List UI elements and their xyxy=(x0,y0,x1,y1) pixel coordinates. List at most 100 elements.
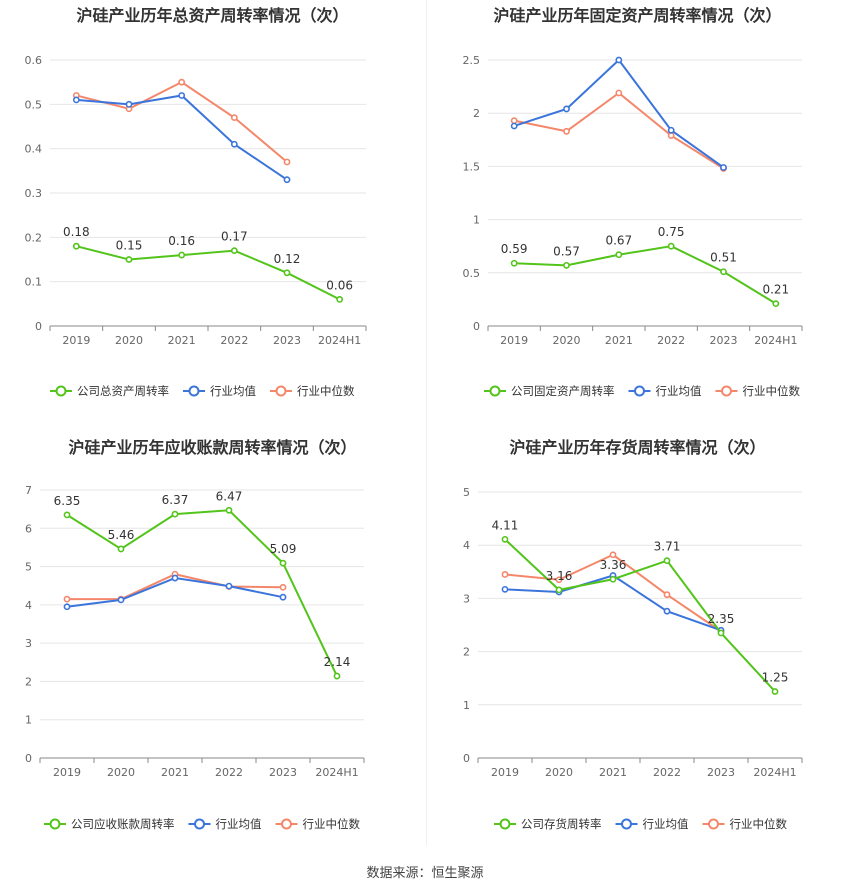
legend-marker-icon xyxy=(499,818,511,830)
legend-label[interactable]: 公司应收账款周转率 xyxy=(71,817,175,831)
y-tick-label: 0.4 xyxy=(25,143,43,156)
data-point xyxy=(279,583,287,591)
y-tick-label: 0 xyxy=(25,752,32,765)
data-point xyxy=(171,510,179,518)
y-tick-label: 0.1 xyxy=(25,276,43,289)
x-tick-label: 2023 xyxy=(273,334,301,347)
data-label: 1.25 xyxy=(762,671,789,685)
data-point xyxy=(510,117,518,125)
legend-label[interactable]: 行业均值 xyxy=(656,384,702,398)
y-tick-label: 1 xyxy=(473,214,480,227)
data-point xyxy=(125,100,133,108)
data-point xyxy=(717,629,725,637)
series-line xyxy=(66,509,338,677)
legend-label[interactable]: 公司固定资产周转率 xyxy=(511,384,615,398)
data-point xyxy=(230,140,238,148)
x-tick-label: 2022 xyxy=(220,334,248,347)
inventory-turnover-panel: 沪硅产业历年存货周转率情况（次） 0 1 2 3 4 5 2019 2020 2021 2022 2… xyxy=(425,432,850,862)
data-source-name: 恒生聚源 xyxy=(431,866,484,881)
legend-label[interactable]: 行业中位数 xyxy=(743,384,801,398)
series-line xyxy=(66,577,284,608)
data-point xyxy=(615,56,623,64)
data-point xyxy=(283,176,291,184)
legend-marker-icon xyxy=(708,818,719,830)
chart-title: 沪硅产业历年固定资产周转率情况（次） xyxy=(493,6,782,25)
data-source-label: 数据来源： xyxy=(366,866,432,881)
data-point xyxy=(563,261,570,269)
legend-marker-icon xyxy=(49,818,61,830)
data-point xyxy=(771,688,779,695)
data-point xyxy=(663,607,671,615)
x-tick-label: 2024H1 xyxy=(754,334,797,347)
x-tick-label: 2024H1 xyxy=(318,334,361,347)
legend-label[interactable]: 行业均值 xyxy=(216,817,262,831)
y-tick-label: 7 xyxy=(25,484,32,497)
legend-label[interactable]: 行业中位数 xyxy=(297,384,355,398)
x-tick-label: 2021 xyxy=(168,334,196,347)
data-label: 0.18 xyxy=(63,225,90,239)
legend-label[interactable]: 行业均值 xyxy=(210,384,256,398)
legend-label[interactable]: 行业中位数 xyxy=(303,817,361,831)
data-label: 0.16 xyxy=(168,234,195,248)
y-tick-label: 1 xyxy=(25,714,32,727)
x-tick-label: 2023 xyxy=(707,766,735,779)
data-point xyxy=(72,96,80,104)
legend-label[interactable]: 公司总资产周转率 xyxy=(77,384,169,398)
x-tick-label: 2020 xyxy=(115,334,143,347)
legend-label[interactable]: 行业中位数 xyxy=(730,817,788,831)
y-tick-label: 6 xyxy=(25,522,32,535)
y-tick-label: 0.5 xyxy=(463,267,481,280)
data-point xyxy=(125,256,133,263)
legend-label[interactable]: 公司存货周转率 xyxy=(521,817,602,831)
x-tick-label: 2022 xyxy=(653,766,681,779)
data-point xyxy=(667,126,675,134)
data-point xyxy=(63,511,71,519)
data-point xyxy=(283,158,291,166)
legend-marker-icon xyxy=(188,385,200,397)
y-tick-label: 0.3 xyxy=(25,187,43,200)
series-line xyxy=(514,245,777,305)
x-tick-label: 2021 xyxy=(599,766,627,779)
series-line xyxy=(504,574,722,632)
data-point xyxy=(501,585,509,593)
data-point xyxy=(171,574,179,582)
series-line xyxy=(513,91,725,170)
data-point xyxy=(333,672,341,680)
data-label: 4.11 xyxy=(492,518,519,532)
y-tick-label: 1 xyxy=(463,699,470,712)
legend-marker-icon xyxy=(275,385,287,397)
data-point xyxy=(225,506,233,514)
data-point xyxy=(336,295,344,303)
data-point xyxy=(279,559,287,567)
legend-label[interactable]: 行业均值 xyxy=(643,817,689,831)
y-tick-label: 4 xyxy=(25,599,32,612)
series-line xyxy=(504,538,776,693)
data-point xyxy=(63,595,71,603)
y-tick-label: 2 xyxy=(25,675,32,688)
data-point xyxy=(663,557,671,565)
legend-marker-icon xyxy=(194,818,205,830)
data-point xyxy=(178,92,186,99)
data-point xyxy=(615,251,623,259)
data-point xyxy=(501,535,509,543)
y-tick-label: 0.2 xyxy=(25,231,43,244)
legend-marker-icon xyxy=(634,385,645,397)
data-point xyxy=(279,593,287,601)
data-point xyxy=(283,269,291,277)
data-point xyxy=(563,105,570,113)
y-tick-label: 0 xyxy=(473,320,480,333)
data-label: 3.71 xyxy=(654,540,681,554)
x-tick-label: 2019 xyxy=(500,334,528,347)
y-tick-label: 0.5 xyxy=(25,98,43,111)
data-label: 2.14 xyxy=(324,655,351,669)
data-label: 3.16 xyxy=(546,569,573,583)
y-tick-label: 4 xyxy=(463,539,470,552)
y-tick-label: 5 xyxy=(25,561,32,574)
legend-marker-icon xyxy=(621,818,632,830)
legend-marker-icon xyxy=(489,385,501,397)
x-tick-label: 2023 xyxy=(269,766,297,779)
x-tick-label: 2019 xyxy=(491,766,519,779)
x-tick-label: 2021 xyxy=(161,766,189,779)
data-label: 0.17 xyxy=(221,230,248,244)
data-point xyxy=(555,586,563,594)
